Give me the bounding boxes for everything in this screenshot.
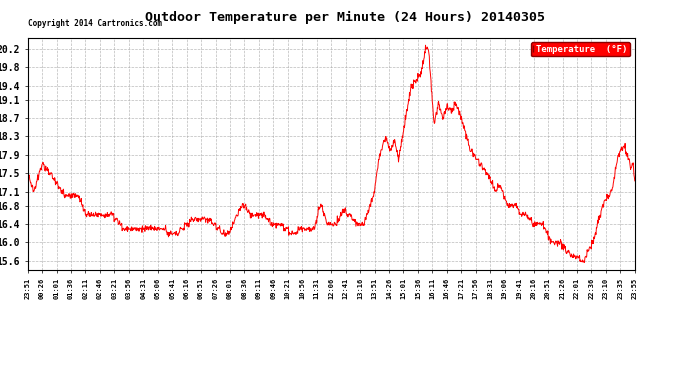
Text: Copyright 2014 Cartronics.com: Copyright 2014 Cartronics.com xyxy=(28,19,161,28)
Legend: Temperature  (°F): Temperature (°F) xyxy=(531,42,630,56)
Text: Outdoor Temperature per Minute (24 Hours) 20140305: Outdoor Temperature per Minute (24 Hours… xyxy=(145,11,545,24)
